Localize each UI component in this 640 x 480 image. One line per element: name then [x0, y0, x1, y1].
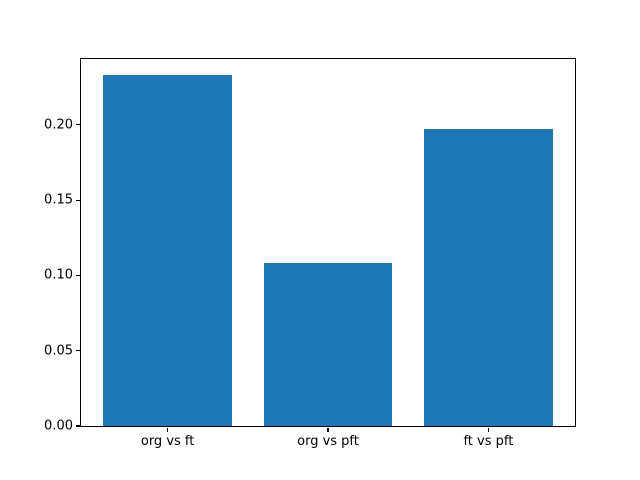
y-tick-mark	[76, 124, 80, 126]
y-tick-mark	[76, 199, 80, 201]
x-tick-mark	[167, 428, 169, 432]
y-tick-label: 0.15	[44, 192, 73, 208]
x-tick-mark	[487, 428, 489, 432]
x-tick-label: org vs ft	[140, 434, 195, 449]
y-tick-label: 0.20	[44, 117, 73, 133]
bar-1	[103, 75, 232, 426]
y-tick-label: 0.05	[44, 343, 73, 359]
x-tick-label: ft vs pft	[463, 434, 514, 449]
bar-2	[263, 263, 393, 426]
x-tick-mark	[327, 428, 329, 432]
y-tick-mark	[76, 350, 80, 352]
bar-3	[424, 129, 553, 426]
y-tick-label: 0.10	[44, 267, 73, 283]
y-tick-mark	[76, 274, 80, 276]
y-tick-mark	[76, 425, 80, 427]
y-tick-label: 0.00	[44, 418, 73, 434]
x-tick-label: org vs pft	[297, 434, 359, 449]
plot-area: org vs ft org vs pft ft vs pft 0.00 0.05 0.10…	[44, 58, 576, 448]
